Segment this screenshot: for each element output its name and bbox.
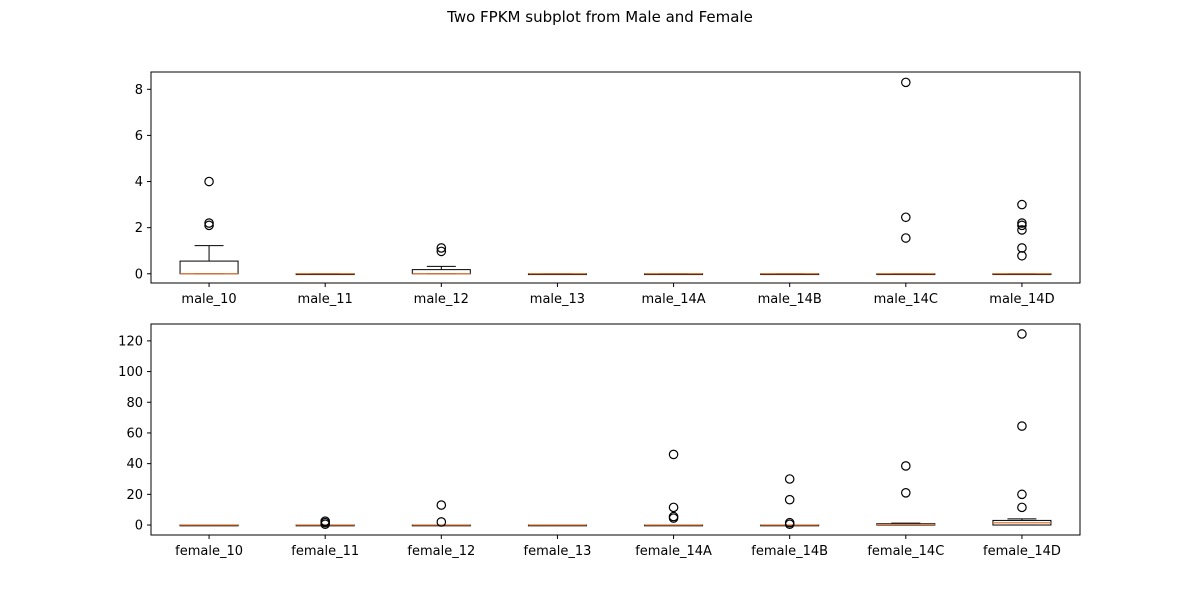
x-tick-label: female_14B xyxy=(751,544,828,559)
box-male_14C xyxy=(876,77,936,276)
y-tick-label: 100 xyxy=(118,365,143,380)
outlier-point xyxy=(668,449,679,460)
box-male_13 xyxy=(527,273,587,276)
box-female_10 xyxy=(179,524,239,527)
outlier-point xyxy=(1017,225,1027,235)
outlier-point xyxy=(204,218,214,228)
outlier-point xyxy=(668,502,679,513)
outlier-point xyxy=(1017,489,1027,500)
y-tick-label: 80 xyxy=(126,396,143,411)
x-tick-label: male_14D xyxy=(989,292,1054,307)
outlier-point xyxy=(784,517,795,528)
outlier-point xyxy=(1017,243,1027,253)
x-tick-label: female_10 xyxy=(175,544,243,559)
x-tick-label: female_13 xyxy=(524,544,592,559)
outlier-point xyxy=(1017,329,1027,339)
box-female_14D xyxy=(992,329,1052,526)
box-male_14A xyxy=(644,273,704,276)
y-tick-label: 120 xyxy=(118,334,143,349)
axes-frame xyxy=(150,71,1081,284)
outlier-point xyxy=(1017,421,1027,431)
x-tick-label: male_10 xyxy=(181,292,236,307)
outlier-point xyxy=(1017,218,1027,228)
y-tick-label: 4 xyxy=(135,175,143,190)
iqr-box xyxy=(179,260,239,275)
outlier-point xyxy=(901,77,911,88)
x-tick-label: female_11 xyxy=(291,544,359,559)
y-tick-label: 6 xyxy=(135,129,143,144)
figure-title: Two FPKM subplot from Male and Female xyxy=(447,8,753,26)
x-tick-label: male_14A xyxy=(641,292,705,307)
box-female_14C xyxy=(876,461,936,526)
male-fpkm-subplot: male_10 male_11 male_12 male_13 male_14A male… xyxy=(135,71,1081,307)
x-tick-label: female_12 xyxy=(407,544,475,559)
outlier-point xyxy=(204,176,214,187)
x-tick-label: female_14C xyxy=(867,544,944,559)
x-tick-label: female_14D xyxy=(983,544,1061,559)
outlier-point xyxy=(320,516,330,526)
box-male_11 xyxy=(295,273,355,276)
outlier-point xyxy=(1017,199,1027,210)
y-tick-label: 0 xyxy=(135,267,143,282)
outlier-point xyxy=(901,461,911,471)
x-tick-label: male_13 xyxy=(530,292,585,307)
x-tick-label: female_14A xyxy=(635,544,712,559)
box-female_14A xyxy=(644,449,704,527)
box-male_12 xyxy=(411,243,471,275)
axes-frame xyxy=(150,323,1081,536)
box-female_11 xyxy=(295,516,355,530)
box-female_13 xyxy=(527,524,587,527)
outlier-point xyxy=(436,500,447,510)
outlier-point xyxy=(436,517,447,527)
x-tick-label: male_11 xyxy=(298,292,353,307)
outlier-point xyxy=(901,233,911,243)
female-fpkm-subplot: female_10 female_11 female_12 female_13 fema… xyxy=(118,323,1081,559)
y-tick-label: 2 xyxy=(135,221,143,236)
box-female_14B xyxy=(760,474,820,530)
outlier-point xyxy=(436,246,447,257)
y-tick-label: 0 xyxy=(135,519,143,534)
outlier-point xyxy=(668,511,679,522)
outlier-point xyxy=(1017,250,1027,261)
box-female_12 xyxy=(411,500,471,527)
y-tick-label: 60 xyxy=(126,426,143,441)
y-tick-label: 8 xyxy=(135,83,143,98)
box-male_14B xyxy=(760,273,820,276)
box-male_14D xyxy=(992,199,1052,276)
y-tick-label: 40 xyxy=(126,457,143,472)
x-tick-label: male_12 xyxy=(414,292,469,307)
outlier-point xyxy=(901,487,911,498)
outlier-point xyxy=(436,243,447,253)
outlier-point xyxy=(784,494,795,505)
x-tick-label: male_14B xyxy=(758,292,822,307)
y-tick-label: 20 xyxy=(126,488,143,503)
x-tick-label: male_14C xyxy=(874,292,938,307)
box-male_10 xyxy=(179,176,239,275)
outlier-point xyxy=(784,474,795,484)
outlier-point xyxy=(1017,502,1027,513)
outlier-point xyxy=(901,212,911,223)
